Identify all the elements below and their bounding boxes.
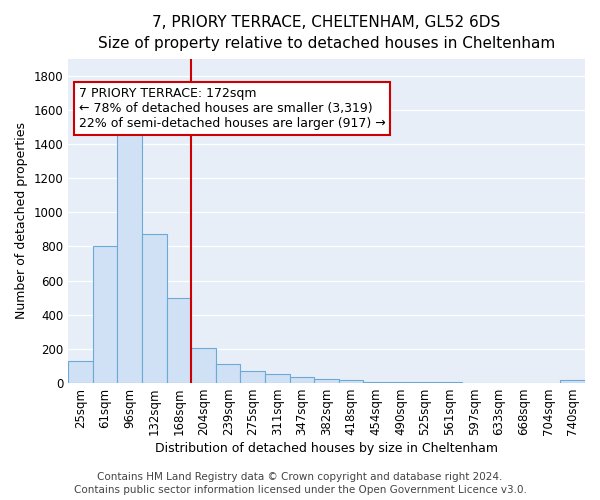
Bar: [142, 234, 167, 382]
Title: 7, PRIORY TERRACE, CHELTENHAM, GL52 6DS
Size of property relative to detached ho: 7, PRIORY TERRACE, CHELTENHAM, GL52 6DS …: [98, 15, 555, 51]
Bar: [118, 132, 142, 382]
Bar: [216, 364, 241, 382]
Bar: [265, 374, 290, 382]
Bar: [560, 380, 585, 382]
Bar: [241, 371, 265, 382]
Text: Contains HM Land Registry data © Crown copyright and database right 2024.
Contai: Contains HM Land Registry data © Crown c…: [74, 472, 526, 495]
Bar: [93, 246, 118, 382]
Bar: [339, 380, 364, 382]
Y-axis label: Number of detached properties: Number of detached properties: [15, 122, 28, 320]
Bar: [314, 380, 339, 382]
X-axis label: Distribution of detached houses by size in Cheltenham: Distribution of detached houses by size …: [155, 442, 498, 455]
Bar: [191, 348, 216, 382]
Bar: [290, 376, 314, 382]
Bar: [68, 362, 93, 382]
Bar: [167, 298, 191, 382]
Text: 7 PRIORY TERRACE: 172sqm
← 78% of detached houses are smaller (3,319)
22% of sem: 7 PRIORY TERRACE: 172sqm ← 78% of detach…: [79, 86, 385, 130]
